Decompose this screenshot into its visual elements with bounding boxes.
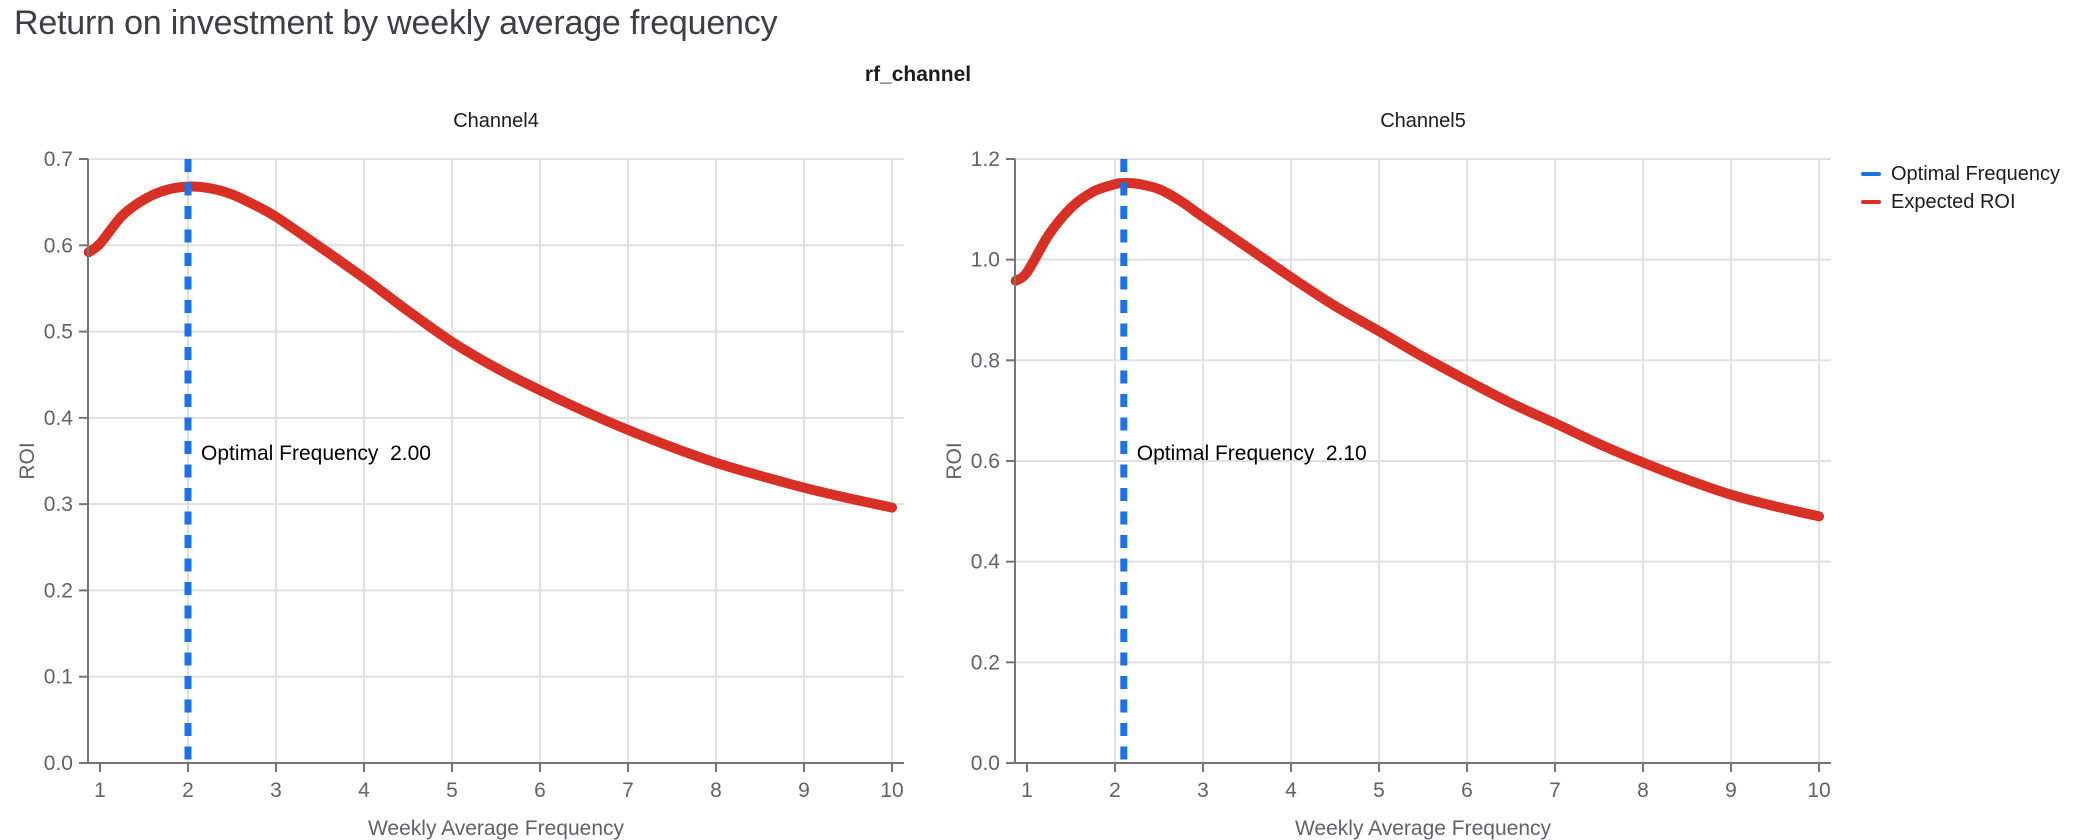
x-tick-label: 5 <box>1373 779 1385 802</box>
legend-label-expected-roi: Expected ROI <box>1891 190 2016 213</box>
subplot-channel5: Optimal Frequency 2.10 0.0 0.2 0.4 0.6 0.8 1.0… <box>943 110 1831 840</box>
y-tick-label: 0.2 <box>44 579 73 602</box>
y-tick-label: 0.5 <box>44 321 73 344</box>
x-tick-label: 6 <box>534 779 546 802</box>
subplot-channel4: Optimal Frequency 2.00 0.0 0.1 0.2 0.3 0.4 0.5… <box>16 110 904 840</box>
subplot-title: Channel4 <box>453 110 539 132</box>
y-tick-label: 0.6 <box>971 450 1000 473</box>
legend-item-expected-roi: Expected ROI <box>1861 188 2060 216</box>
x-tick-label: 5 <box>446 779 458 802</box>
y-tick-label: 0.6 <box>44 234 73 257</box>
legend-item-optimal-frequency: Optimal Frequency <box>1861 160 2060 188</box>
x-tick-label: 8 <box>710 779 722 802</box>
y-tick-label: 0.7 <box>44 148 73 171</box>
y-tick-label: 0.0 <box>971 752 1000 775</box>
expected-roi-curve <box>83 181 897 513</box>
y-tick-label: 1.2 <box>971 148 1000 171</box>
x-tick-label: 7 <box>622 779 634 802</box>
expected-roi-curve <box>1010 178 1824 522</box>
x-axis-title: Weekly Average Frequency <box>1295 817 1552 840</box>
y-tick-label: 1.0 <box>971 249 1000 272</box>
y-tick-label: 0.2 <box>971 651 1000 674</box>
legend-label-optimal-frequency: Optimal Frequency <box>1891 162 2060 185</box>
x-tick-label: 9 <box>798 779 810 802</box>
y-axis-title: ROI <box>943 442 966 479</box>
x-tick-label: 7 <box>1549 779 1561 802</box>
x-tick-label: 4 <box>358 779 370 802</box>
x-tick-label: 8 <box>1637 779 1649 802</box>
x-tick-label: 2 <box>1109 779 1121 802</box>
y-tick-label: 0.3 <box>44 493 73 516</box>
figure-title: rf_channel <box>864 63 972 86</box>
x-tick-label: 4 <box>1285 779 1297 802</box>
page-title: Return on investment by weekly average f… <box>14 4 778 42</box>
legend: Optimal Frequency Expected ROI <box>1861 160 2060 216</box>
x-tick-label: 10 <box>1807 779 1830 802</box>
y-tick-label: 0.8 <box>971 349 1000 372</box>
x-tick-label: 10 <box>880 779 903 802</box>
optimal-frequency-annotation: Optimal Frequency 2.10 <box>1137 442 1367 465</box>
legend-swatch-expected-roi <box>1861 200 1881 204</box>
optimal-frequency-annotation: Optimal Frequency 2.00 <box>201 442 431 465</box>
x-tick-label: 3 <box>1197 779 1209 802</box>
y-tick-label: 0.1 <box>44 666 73 689</box>
subplot-title: Channel5 <box>1380 110 1466 132</box>
x-tick-label: 6 <box>1461 779 1473 802</box>
y-tick-label: 0.4 <box>44 407 74 430</box>
y-tick-label: 0.4 <box>971 551 1001 574</box>
x-tick-label: 1 <box>94 779 106 802</box>
x-axis-title: Weekly Average Frequency <box>368 817 625 840</box>
x-tick-label: 2 <box>182 779 194 802</box>
x-tick-label: 9 <box>1725 779 1737 802</box>
y-axis-title: ROI <box>16 442 39 479</box>
legend-swatch-optimal-frequency <box>1861 172 1881 176</box>
y-tick-label: 0.0 <box>44 752 73 775</box>
x-tick-label: 3 <box>270 779 282 802</box>
x-tick-label: 1 <box>1021 779 1033 802</box>
